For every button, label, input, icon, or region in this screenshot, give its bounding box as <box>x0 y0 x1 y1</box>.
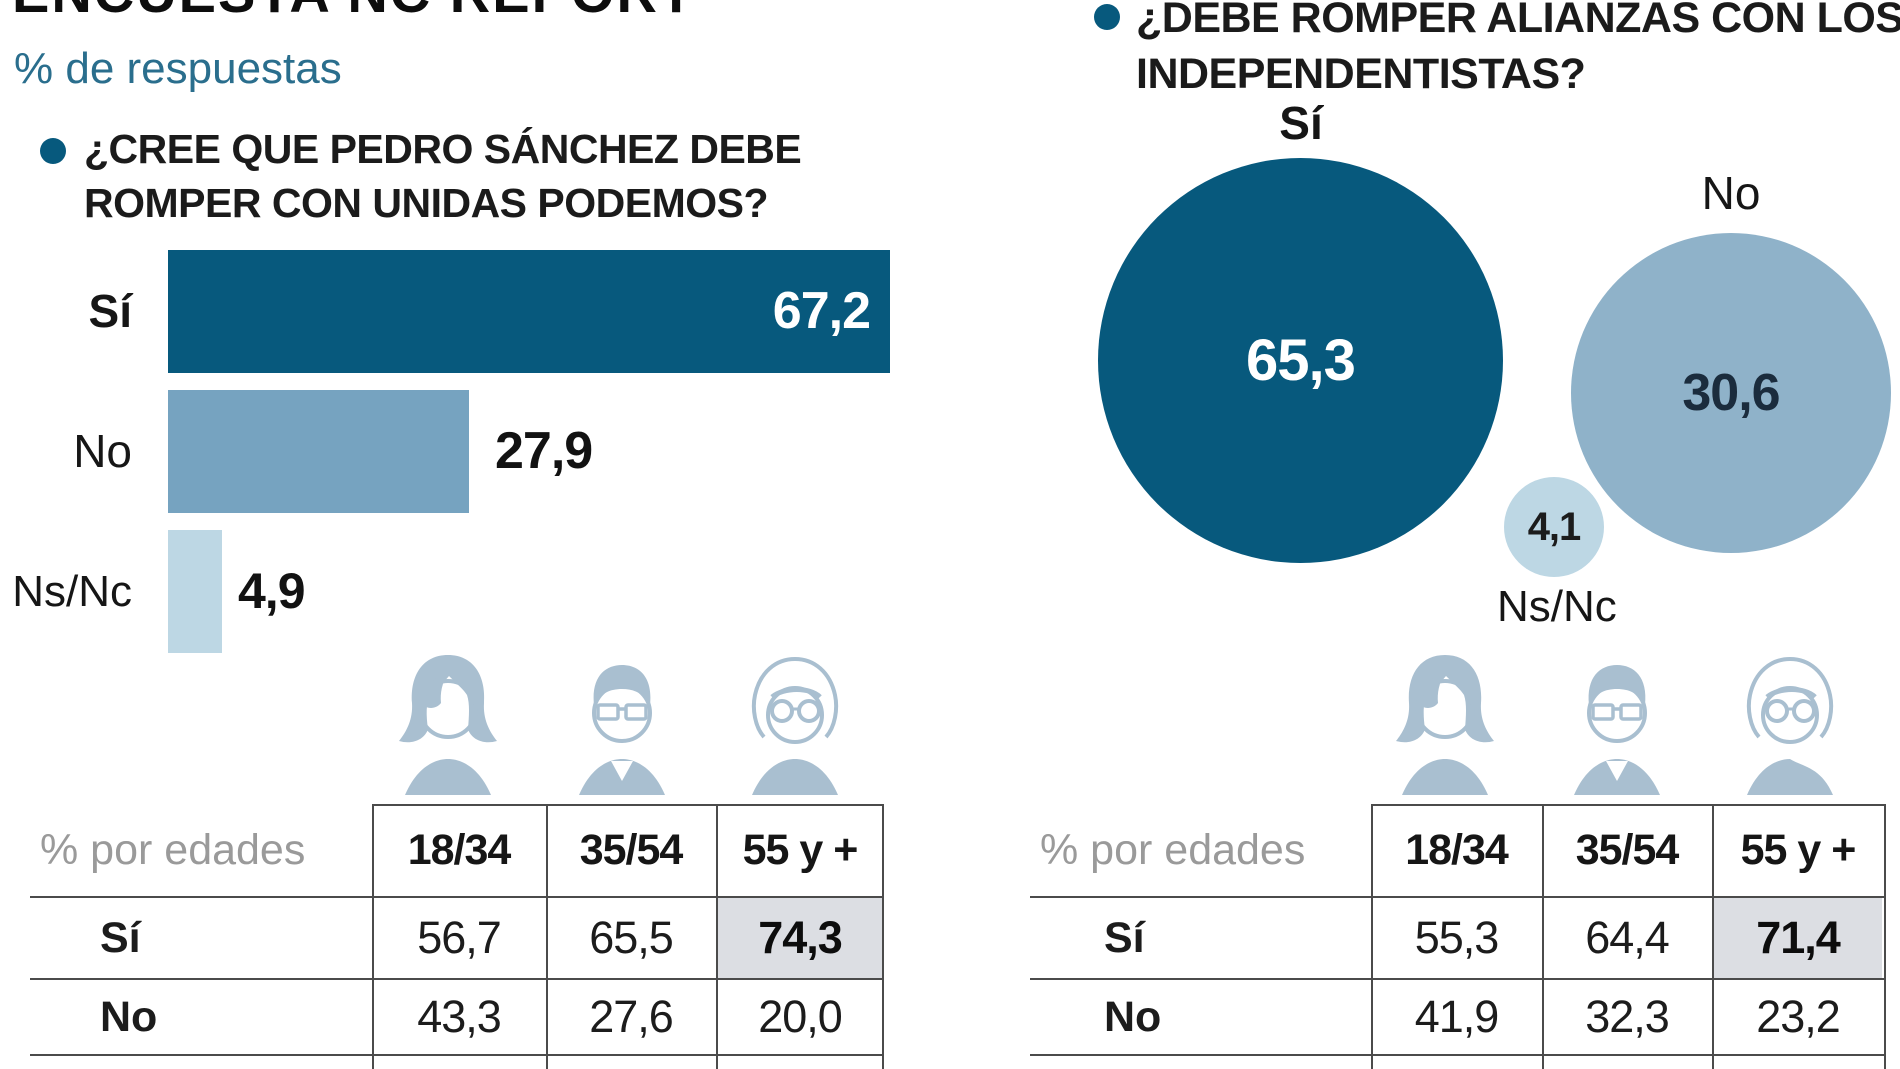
bar-label-si: Sí <box>88 285 132 337</box>
bar-no <box>168 390 469 513</box>
middle-aged-icon <box>567 645 677 795</box>
bar-label-nsnc: Ns/Nc <box>12 567 132 616</box>
senior-icon <box>740 645 850 795</box>
table-grid-line <box>372 804 374 1069</box>
question-left-line1: ¿CREE QUE PEDRO SÁNCHEZ DEBE <box>84 126 802 172</box>
bar-label-no: No <box>73 425 132 477</box>
table-grid-line <box>1030 978 1886 980</box>
table-grid-line <box>546 804 548 1069</box>
main-title: ENCUESTA NC REPORT <box>12 0 695 25</box>
table-grid-line <box>372 804 884 806</box>
table-grid-line <box>1030 1054 1886 1056</box>
bubble-no: 30,6 <box>1571 233 1891 553</box>
left-table-no-18-34: 43,3 <box>417 991 502 1042</box>
left-table-col-55plus: 55 y + <box>742 826 859 874</box>
left-table-col-18-34: 18/34 <box>407 826 512 874</box>
bubble-label-si: Sí <box>1279 97 1323 149</box>
table-grid-line <box>1712 804 1714 1069</box>
right-table-si-18-34: 55,3 <box>1414 912 1500 963</box>
question-left-line2: ROMPER CON UNIDAS PODEMOS? <box>84 180 769 226</box>
bubble-nsnc: 4,1 <box>1504 477 1604 577</box>
question-bullet-icon <box>40 138 66 164</box>
right-table-si-55plus: 71,4 <box>1756 912 1841 963</box>
young-adult-icon <box>1390 645 1500 795</box>
table-grid-line <box>1371 804 1886 806</box>
bubble-label-nsnc: Ns/Nc <box>1497 582 1617 631</box>
subtitle-units: % de respuestas <box>14 44 342 93</box>
bubble-no-value: 30,6 <box>1682 364 1780 422</box>
left-table-si-35-54: 65,5 <box>589 912 674 963</box>
left-table-si-18-34: 56,7 <box>417 912 502 963</box>
table-grid-line <box>30 978 884 980</box>
bar-nsnc-value: 4,9 <box>238 563 306 619</box>
young-adult-icon <box>393 645 503 795</box>
right-table-highlight-cell <box>1714 898 1882 978</box>
table-grid-line <box>1542 804 1544 1069</box>
right-table-corner-label: % por edades <box>1040 826 1306 874</box>
bubble-si-value: 65,3 <box>1246 328 1356 393</box>
right-table-row-si-label: Sí <box>1104 914 1145 962</box>
right-table-no-55plus: 23,2 <box>1756 991 1841 1042</box>
bar-no-value: 27,9 <box>495 422 593 480</box>
right-table-col-35-54: 35/54 <box>1575 826 1680 874</box>
right-table-no-18-34: 41,9 <box>1414 991 1500 1042</box>
left-table-row-si-label: Sí <box>100 914 141 962</box>
bubble-label-no: No <box>1701 167 1761 219</box>
right-table-col-18-34: 18/34 <box>1405 826 1509 874</box>
bubble-nsnc-value: 4,1 <box>1527 504 1582 549</box>
right-table-no-35-54: 32,3 <box>1585 991 1670 1042</box>
table-grid-line <box>1371 804 1373 1069</box>
senior-icon <box>1735 645 1845 795</box>
left-table-corner-label: % por edades <box>40 826 306 874</box>
bar-si: 67,2 <box>168 250 890 373</box>
right-table-col-55plus: 55 y + <box>1740 826 1857 874</box>
left-table-highlight-cell <box>718 898 882 978</box>
left-table-no-55plus: 20,0 <box>758 991 843 1042</box>
left-table-row-no-label: No <box>100 993 158 1041</box>
table-grid-line <box>716 804 718 1069</box>
bar-si-value: 67,2 <box>772 282 871 340</box>
right-table-si-35-54: 64,4 <box>1585 912 1670 963</box>
left-table-si-55plus: 74,3 <box>758 912 843 963</box>
table-grid-line <box>1030 896 1886 898</box>
left-table-no-35-54: 27,6 <box>589 991 674 1042</box>
middle-aged-icon <box>1562 645 1672 795</box>
table-grid-line <box>882 804 884 1069</box>
table-grid-line <box>1884 804 1886 1069</box>
left-table-col-35-54: 35/54 <box>579 826 684 874</box>
bar-nsnc <box>168 530 222 653</box>
right-table-row-no-label: No <box>1104 993 1162 1041</box>
bubble-si: 65,3 <box>1098 158 1503 563</box>
question-bullet-icon <box>1094 4 1120 30</box>
question-right-line2: INDEPENDENTISTAS? <box>1136 50 1586 98</box>
table-grid-line <box>30 1054 884 1056</box>
question-right-line1: ¿DEBE ROMPER ALIANZAS CON LOS <box>1136 0 1900 42</box>
table-grid-line <box>30 896 884 898</box>
